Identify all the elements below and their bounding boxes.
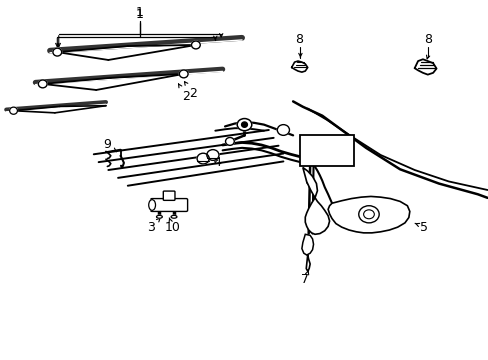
Polygon shape [301, 234, 313, 255]
Text: 1: 1 [136, 6, 143, 19]
Ellipse shape [148, 200, 155, 210]
Text: 4: 4 [213, 156, 221, 169]
FancyBboxPatch shape [163, 191, 175, 201]
Text: 8: 8 [294, 33, 303, 46]
Ellipse shape [237, 118, 251, 131]
Ellipse shape [197, 153, 209, 164]
Ellipse shape [363, 210, 373, 219]
Text: 2: 2 [178, 84, 190, 103]
Ellipse shape [53, 48, 61, 56]
Text: 6: 6 [303, 175, 311, 188]
Text: 8: 8 [424, 33, 431, 46]
Ellipse shape [10, 107, 18, 114]
Ellipse shape [241, 122, 247, 127]
Ellipse shape [206, 150, 219, 160]
Ellipse shape [225, 138, 234, 145]
Ellipse shape [191, 41, 200, 49]
Ellipse shape [156, 215, 162, 218]
Ellipse shape [38, 80, 47, 88]
Ellipse shape [277, 125, 289, 135]
Text: 2: 2 [184, 82, 197, 100]
Ellipse shape [358, 206, 378, 223]
Text: 10: 10 [164, 218, 180, 234]
Polygon shape [327, 197, 409, 233]
Text: 7: 7 [301, 270, 308, 286]
Bar [300, 135, 353, 166]
Text: 9: 9 [103, 139, 116, 152]
Text: 3: 3 [147, 218, 160, 234]
FancyBboxPatch shape [150, 199, 187, 211]
Polygon shape [302, 167, 329, 234]
Text: 1: 1 [136, 9, 143, 22]
Ellipse shape [171, 215, 177, 218]
Text: 5: 5 [414, 221, 427, 234]
Ellipse shape [179, 70, 188, 78]
